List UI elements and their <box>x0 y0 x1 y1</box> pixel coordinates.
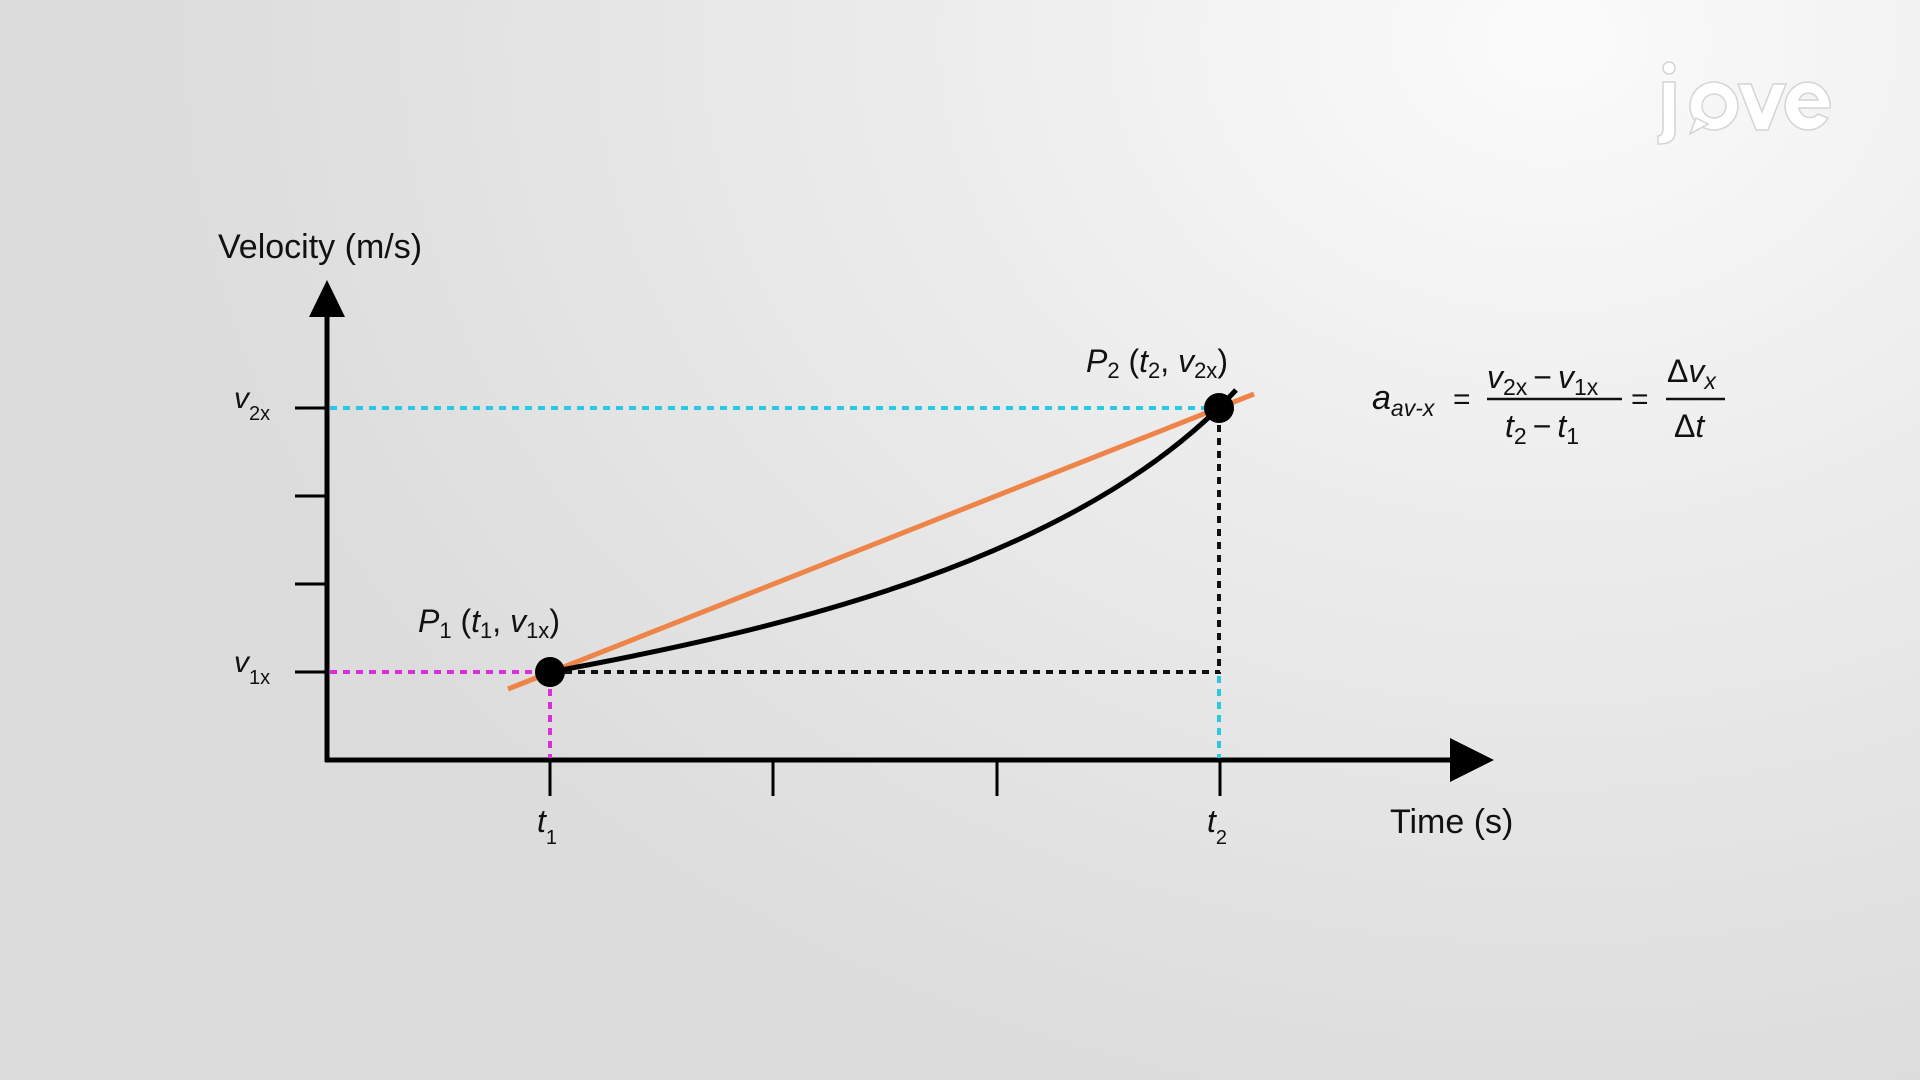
formula-denominator: t2− t1 <box>1505 408 1579 449</box>
jove-logo: jove <box>1657 61 1831 145</box>
x-axis-title: Time (s) <box>1390 803 1513 841</box>
average-acceleration-formula: aav-x = v2x − v1x t2− t1 = Δvx Δt <box>1372 353 1725 449</box>
v2x-label: v2x <box>234 382 270 425</box>
secant-line <box>507 391 1255 692</box>
formula-lhs: aav-x <box>1372 379 1436 421</box>
y-axis-arrowhead <box>309 280 345 317</box>
point-p1 <box>535 657 565 687</box>
t2-label: t2 <box>1207 803 1227 849</box>
formula-equals-1: = <box>1453 383 1471 416</box>
formula-equals-2: = <box>1631 383 1649 416</box>
formula-delta-v: Δvx <box>1667 353 1717 394</box>
p1-label: P1 (t1, v1x) <box>418 603 560 643</box>
t1-label: t1 <box>537 803 557 849</box>
x-axis-arrowhead <box>1450 738 1494 782</box>
formula-delta-t: Δt <box>1674 408 1705 444</box>
v1x-label: v1x <box>234 646 270 689</box>
point-p2 <box>1204 393 1234 423</box>
y-axis-title: Velocity (m/s) <box>218 228 422 266</box>
velocity-curve <box>549 388 1238 675</box>
formula-numerator: v2x − v1x <box>1487 359 1599 400</box>
p2-label: P2 (t2, v2x) <box>1086 343 1228 383</box>
